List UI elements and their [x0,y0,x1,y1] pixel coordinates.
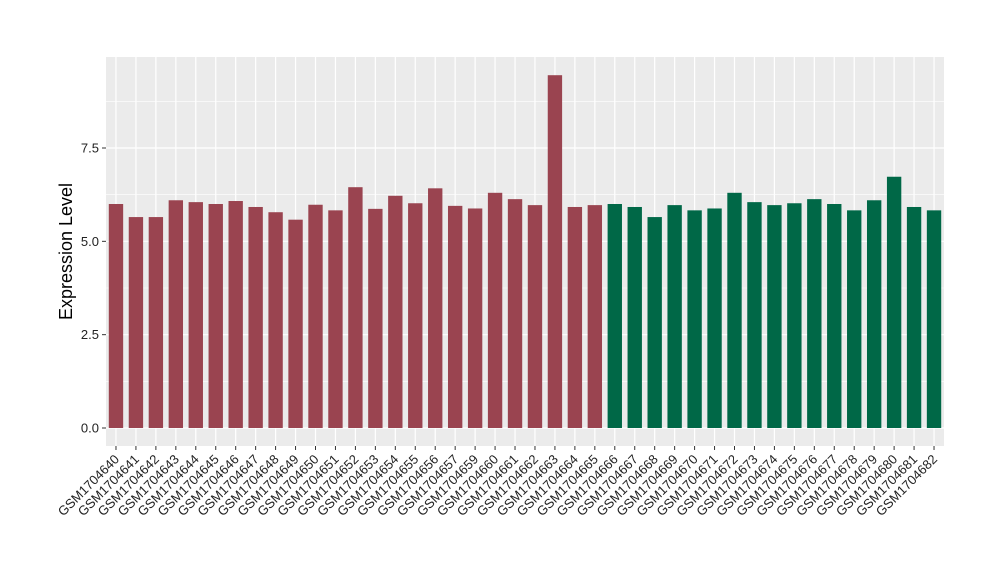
bar-GSM1704676 [807,199,822,428]
bar-GSM1704677 [827,204,842,428]
bar-GSM1704654 [388,195,403,428]
bar-GSM1704662 [527,205,543,428]
bar-GSM1704650 [308,204,323,428]
bar-GSM1704668 [647,217,662,428]
y-axis: 0.0 2.5 5.0 7.5 [81,141,106,436]
bar-GSM1704669 [667,205,682,428]
bar-GSM1704646 [228,201,243,428]
bar-GSM1704665 [587,205,603,428]
bar-GSM1704656 [428,188,443,428]
bar-GSM1704651 [328,210,343,428]
bar-GSM1704640 [108,204,124,428]
y-tick-label: 5.0 [81,234,99,249]
x-axis: GSM1704640GSM1704641GSM1704642GSM1704643… [55,446,940,519]
bar-GSM1704667 [627,206,642,428]
y-tick-label: 0.0 [81,421,99,436]
bar-GSM1704647 [248,206,263,428]
bar-GSM1704641 [128,217,144,428]
bar-series [108,75,942,428]
bar-GSM1704678 [847,210,862,428]
bar-GSM1704666 [607,204,622,428]
bar-GSM1704661 [507,199,523,428]
bar-GSM1704643 [168,200,184,428]
bar-GSM1704655 [408,203,423,428]
bar-GSM1704644 [188,202,203,428]
y-tick-label: 2.5 [81,327,99,342]
bar-GSM1704680 [886,176,902,428]
bar-GSM1704679 [866,200,882,428]
bar-GSM1704649 [288,219,303,428]
y-tick-label: 7.5 [81,141,99,156]
bar-GSM1704673 [747,202,762,428]
bar-GSM1704645 [208,204,223,428]
y-axis-title: Expression Level [56,183,76,320]
bar-GSM1704671 [707,208,722,428]
bar-GSM1704674 [767,205,782,428]
bar-GSM1704652 [348,187,363,428]
bar-GSM1704642 [148,217,164,428]
bar-GSM1704657 [447,205,463,428]
bar-GSM1704664 [567,206,583,428]
bar-GSM1704682 [926,210,942,428]
bar-GSM1704663 [547,75,563,428]
bar-GSM1704670 [687,210,702,428]
bar-GSM1704648 [268,212,283,428]
bar-GSM1704672 [727,192,742,428]
bar-GSM1704681 [906,206,922,428]
bar-GSM1704675 [787,203,802,428]
bar-GSM1704659 [467,208,483,428]
bar-GSM1704653 [368,208,383,428]
bar-GSM1704660 [487,192,503,428]
